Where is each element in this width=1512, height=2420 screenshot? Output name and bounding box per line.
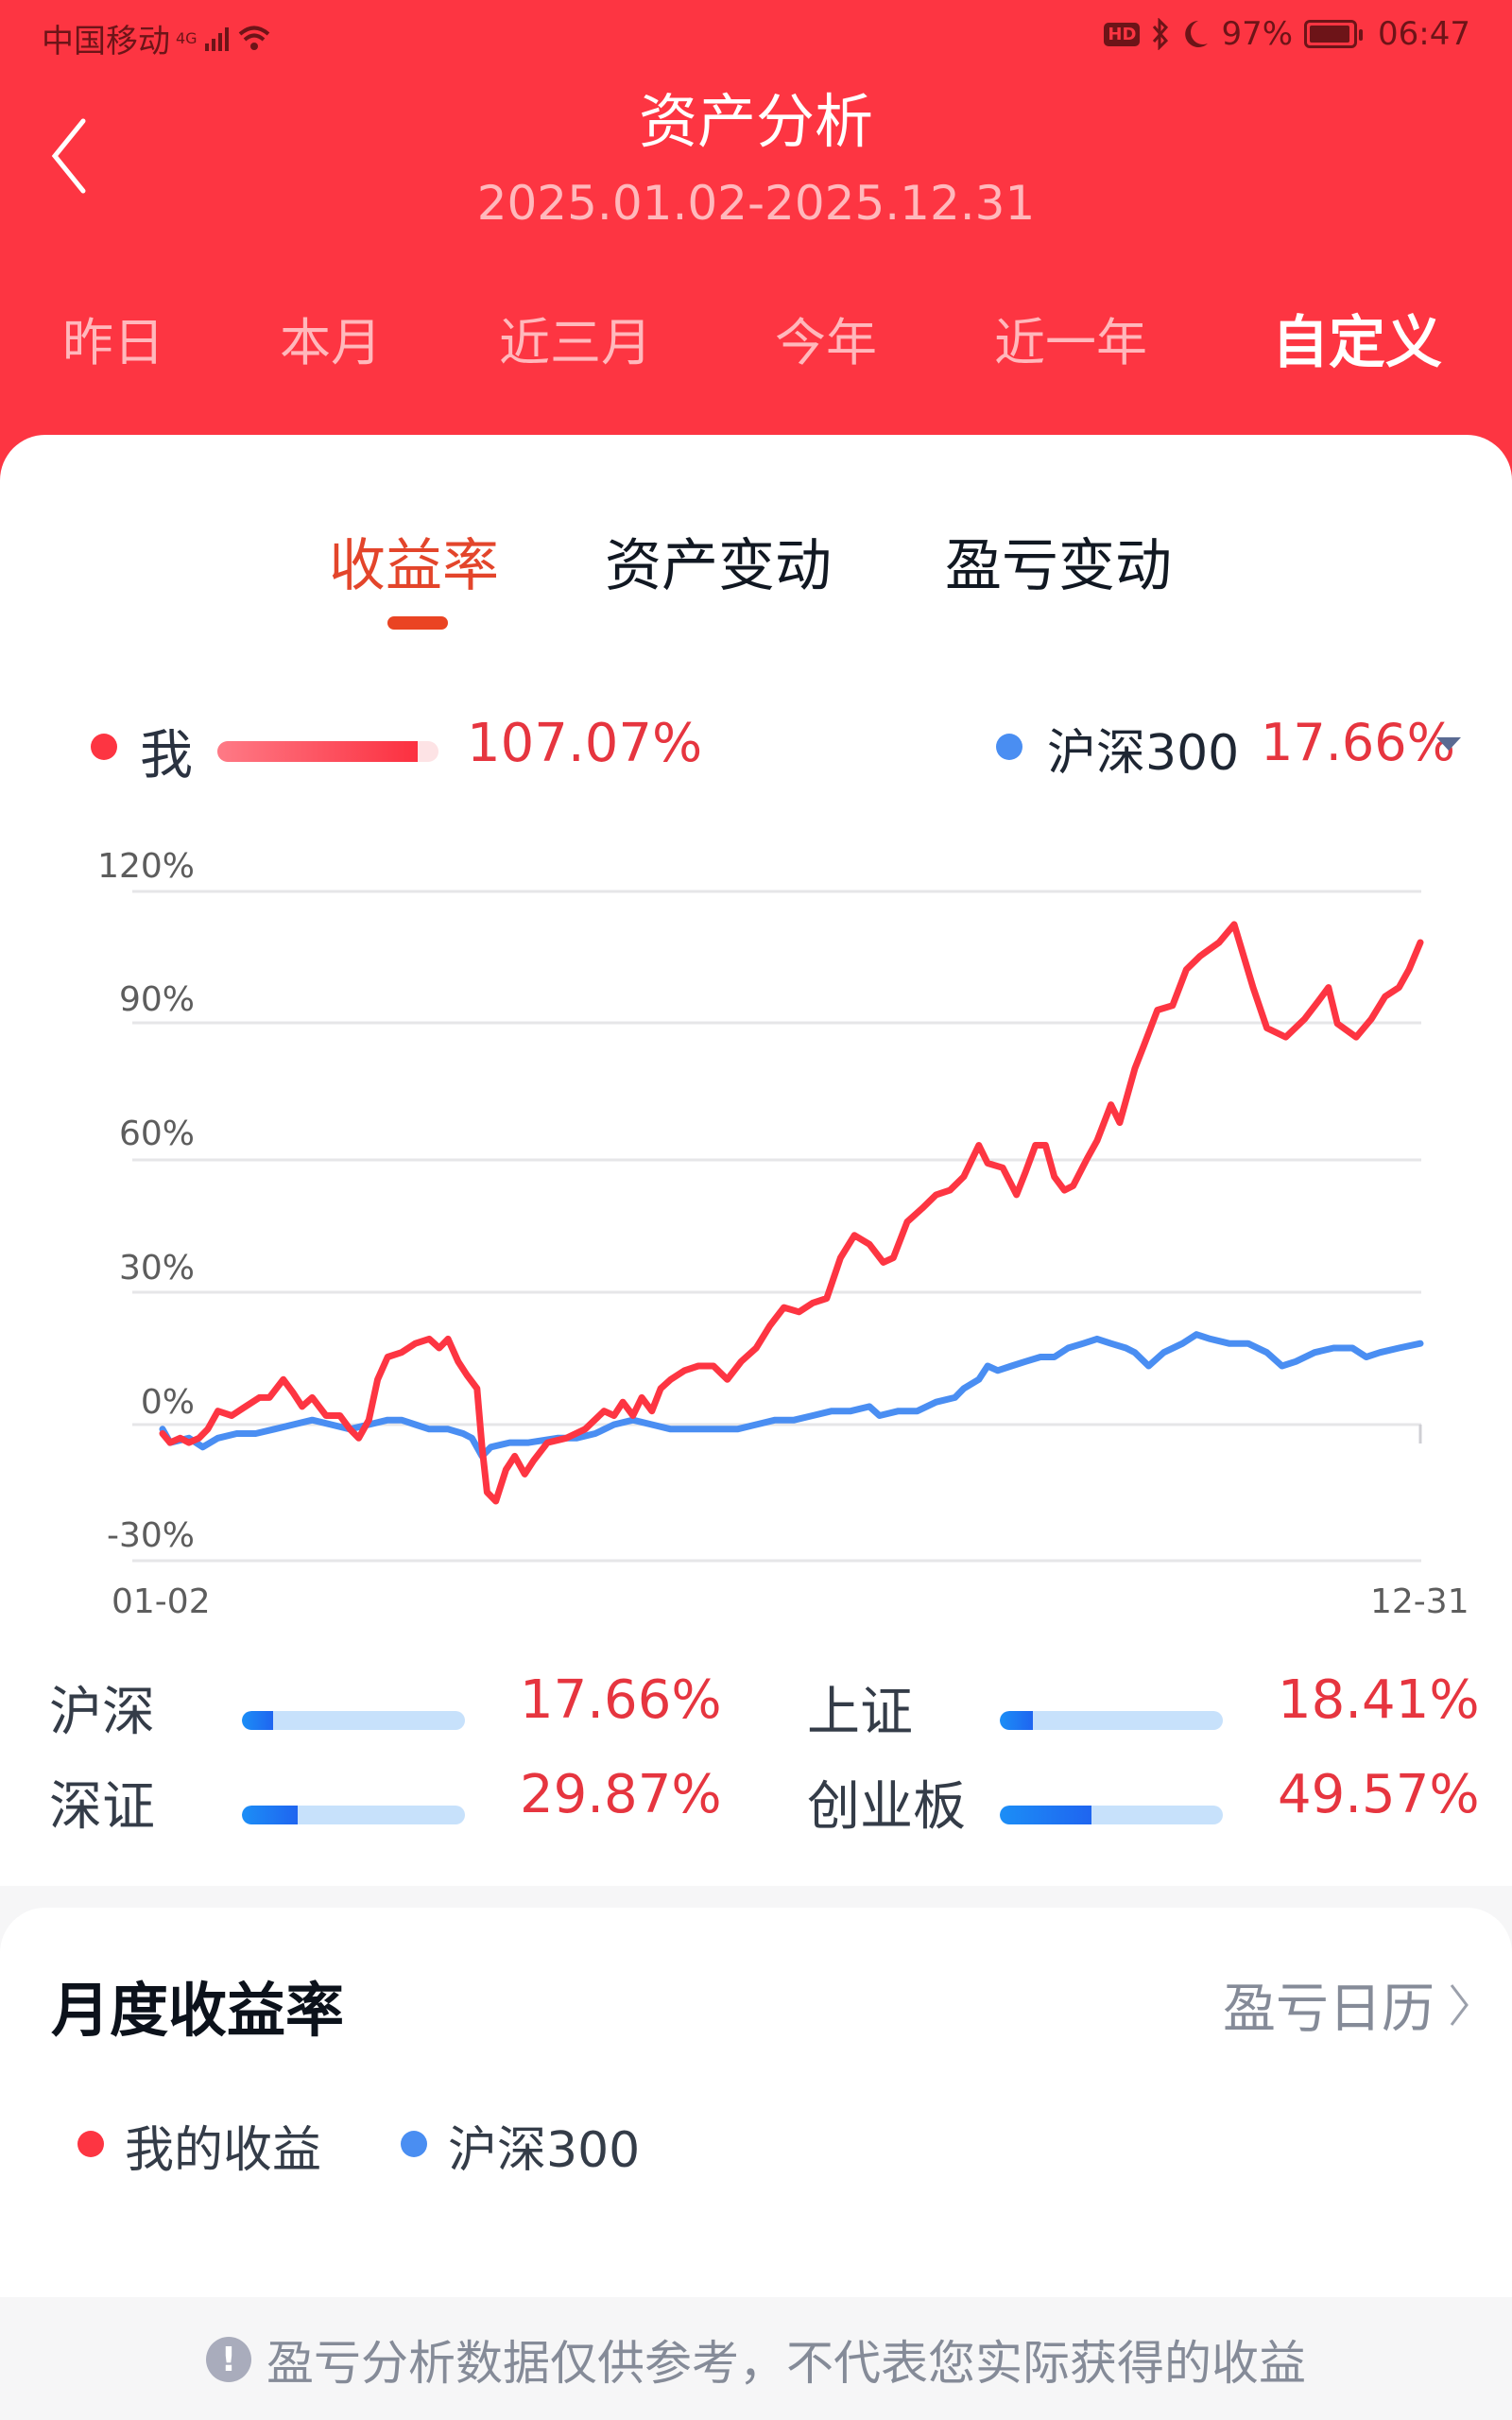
- chevron-left-icon: [51, 118, 86, 194]
- signal-icon: [204, 26, 229, 51]
- back-button[interactable]: [45, 113, 102, 199]
- battery-percent: 97%: [1221, 15, 1294, 53]
- hd-badge: HD: [1104, 22, 1141, 46]
- active-tab-indicator: [387, 616, 448, 630]
- network-label: 4G: [176, 29, 198, 47]
- index-label-cyb: 创业板: [807, 1776, 966, 1838]
- moon-icon: [1185, 21, 1209, 47]
- period-this-month[interactable]: 本月: [280, 313, 382, 372]
- index-value-sz: 29.87%: [520, 1764, 722, 1825]
- index-bar-cyb: [1000, 1806, 1223, 1824]
- exclamation-icon: !: [206, 2337, 251, 2382]
- disclaimer-text: 盈亏分析数据仅供参考，不代表您实际获得的收益: [266, 2336, 1306, 2391]
- legend-index-label[interactable]: 沪深300: [1047, 725, 1240, 782]
- index-value-hs: 17.66%: [520, 1669, 722, 1731]
- y-tick-label: 60%: [118, 1115, 195, 1153]
- legend-index-value: 17.66%: [1261, 713, 1455, 772]
- index-bar-hs: [242, 1711, 465, 1730]
- tab-asset-change[interactable]: 资产变动: [605, 533, 832, 599]
- legend-me-bar: [217, 741, 438, 762]
- clock: 06:47: [1378, 15, 1470, 53]
- index-label-sz: 深证: [49, 1776, 155, 1838]
- y-tick-label: 120%: [97, 847, 195, 886]
- period-custom[interactable]: 自定义: [1272, 310, 1442, 376]
- chart-plot-area[interactable]: [0, 832, 1512, 1645]
- pnl-calendar-link[interactable]: 盈亏日历: [1223, 1966, 1470, 2043]
- me-dot-icon: [91, 734, 117, 760]
- index-value-sh: 18.41%: [1278, 1669, 1480, 1731]
- tab-profit-loss-change[interactable]: 盈亏变动: [945, 533, 1172, 599]
- analysis-tabs: 收益率 资产变动 盈亏变动: [0, 520, 1512, 633]
- monthly-return-card: [0, 1908, 1512, 2297]
- pnl-calendar-label: 盈亏日历: [1223, 1979, 1435, 2040]
- my-return-dot-icon: [77, 2131, 104, 2157]
- legend-me-label: 我: [140, 725, 193, 786]
- carrier-label: 中国移动: [42, 23, 170, 60]
- bluetooth-icon: [1153, 18, 1169, 50]
- index-dropdown-caret-icon[interactable]: [1436, 737, 1461, 751]
- index-dot-icon: [996, 734, 1022, 760]
- return-rate-chart: 120% 90% 60% 30% 0% -30% 01-02 12-31: [0, 832, 1512, 1645]
- chart-legend: 我 107.07% 沪深300 17.66%: [0, 700, 1512, 794]
- index-bar-sh: [1000, 1711, 1223, 1730]
- chevron-right-icon: [1450, 1983, 1469, 2026]
- index-dot-icon: [401, 2131, 427, 2157]
- legend-my-return: 我的收益: [125, 2122, 322, 2179]
- bar-fill: [242, 1806, 298, 1824]
- period-one-year[interactable]: 近一年: [994, 313, 1147, 372]
- tab-return-rate[interactable]: 收益率: [329, 533, 499, 599]
- index-bar-sz: [242, 1806, 465, 1824]
- battery-icon: [1304, 20, 1364, 48]
- bar-fill: [1000, 1711, 1034, 1730]
- disclaimer-bar: ! 盈亏分析数据仅供参考，不代表您实际获得的收益: [0, 2299, 1512, 2420]
- date-range[interactable]: 2025.01.02-2025.12.31: [476, 176, 1036, 231]
- bar-fill: [242, 1711, 274, 1730]
- monthly-legend: 我的收益 沪深300: [0, 2110, 1512, 2179]
- header: [0, 0, 1512, 492]
- x-tick-start: 01-02: [112, 1582, 211, 1621]
- status-bar: 中国移动 4G HD 97% 06:47: [0, 0, 1512, 68]
- period-this-year[interactable]: 今年: [775, 313, 877, 372]
- y-tick-label: -30%: [106, 1516, 195, 1555]
- y-tick-label: 0%: [140, 1383, 195, 1422]
- index-comparison: 沪深 17.66% 上证 18.41% 深证 29.87% 创业板 49.57%: [0, 1664, 1512, 1853]
- wifi-icon: [238, 26, 269, 50]
- my-return-line: [159, 921, 1424, 1505]
- index-label-sh: 上证: [807, 1682, 913, 1743]
- grid-lines: [132, 890, 1422, 1563]
- legend-me-value: 107.07%: [467, 713, 703, 774]
- page-title: 资产分析: [638, 87, 873, 156]
- index-value-cyb: 49.57%: [1278, 1764, 1480, 1825]
- bar-fill: [1000, 1806, 1091, 1824]
- x-tick-end: 12-31: [1370, 1582, 1469, 1621]
- y-tick-label: 30%: [118, 1249, 195, 1288]
- period-three-months[interactable]: 近三月: [499, 313, 652, 372]
- index-line: [159, 1331, 1424, 1460]
- index-label-hs: 沪深: [49, 1682, 155, 1743]
- legend-index: 沪深300: [448, 2122, 641, 2179]
- monthly-section-title: 月度收益率: [51, 1976, 345, 2045]
- period-selector: 昨日 本月 近三月 今年 近一年 自定义: [0, 301, 1512, 376]
- y-tick-label: 90%: [118, 980, 195, 1019]
- period-yesterday[interactable]: 昨日: [62, 313, 164, 372]
